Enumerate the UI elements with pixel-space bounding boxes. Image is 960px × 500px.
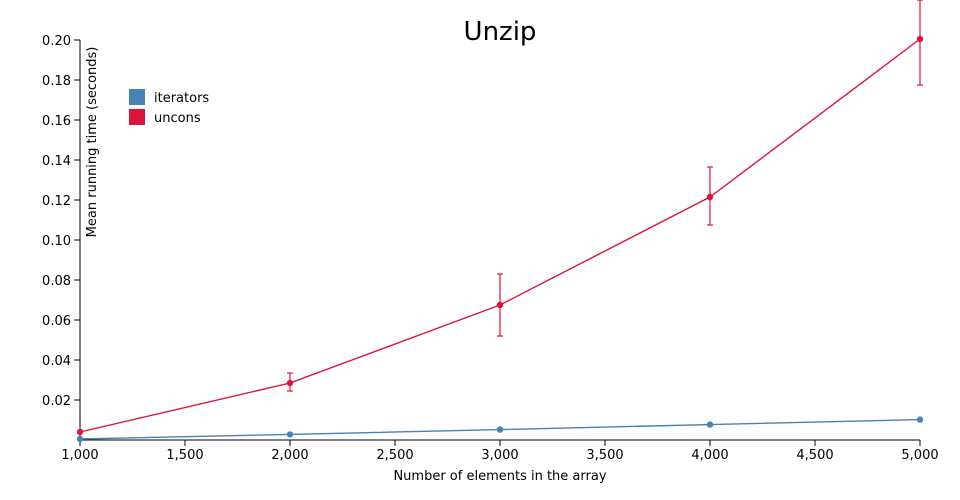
x-tick-label: 2,000 [271, 448, 308, 463]
x-tick-label: 1,000 [61, 448, 98, 463]
x-tick-label: 4,000 [691, 448, 728, 463]
data-point-uncons [286, 379, 294, 387]
y-tick-label: 0.18 [42, 74, 71, 89]
legend-swatch [129, 109, 145, 125]
data-point-iterators [916, 416, 924, 423]
x-tick-label: 5,000 [901, 448, 938, 463]
data-point-iterators [496, 426, 504, 433]
y-tick-label: 0.04 [42, 354, 71, 369]
data-point-uncons [76, 428, 84, 436]
series-uncons [76, 0, 924, 436]
data-point-uncons [706, 193, 714, 201]
x-tick-label: 3,000 [481, 448, 518, 463]
x-tick-label: 2,500 [376, 448, 413, 463]
y-tick-label: 0.08 [42, 274, 71, 289]
legend: iterators uncons [129, 89, 209, 126]
error-bar-uncons [917, 0, 923, 86]
legend-item-iterators: iterators [129, 89, 209, 106]
series-iterators [76, 416, 924, 443]
data-point-iterators [76, 435, 84, 443]
axes: 1,000 1,500 2,000 2,500 3,000 3,500 4,000 4,500… [42, 34, 939, 463]
data-point-iterators [706, 421, 714, 428]
data-point-uncons [496, 301, 504, 309]
y-tick-label: 0.06 [42, 314, 71, 329]
data-point-iterators [286, 431, 294, 438]
x-tick-label: 3,500 [586, 448, 623, 463]
chart-title: Unzip [464, 17, 537, 47]
y-tick-label: 0.10 [42, 234, 71, 249]
legend-label: uncons [154, 111, 201, 126]
y-axis-label: Mean running time (seconds) [85, 47, 100, 238]
y-tick-label: 0.12 [42, 194, 71, 209]
y-tick-label: 0.14 [42, 154, 71, 169]
plot-area [76, 0, 924, 443]
legend-swatch [129, 89, 145, 105]
y-tick-label: 0.16 [42, 114, 71, 129]
y-tick-label: 0.20 [42, 34, 71, 49]
legend-label: iterators [154, 91, 209, 106]
x-tick-label: 4,500 [796, 448, 833, 463]
legend-item-uncons: uncons [129, 109, 201, 126]
y-tick-label: 0.02 [42, 394, 71, 409]
x-axis-label: Number of elements in the array [393, 469, 606, 484]
data-point-uncons [916, 35, 924, 43]
x-tick-label: 1,500 [166, 448, 203, 463]
